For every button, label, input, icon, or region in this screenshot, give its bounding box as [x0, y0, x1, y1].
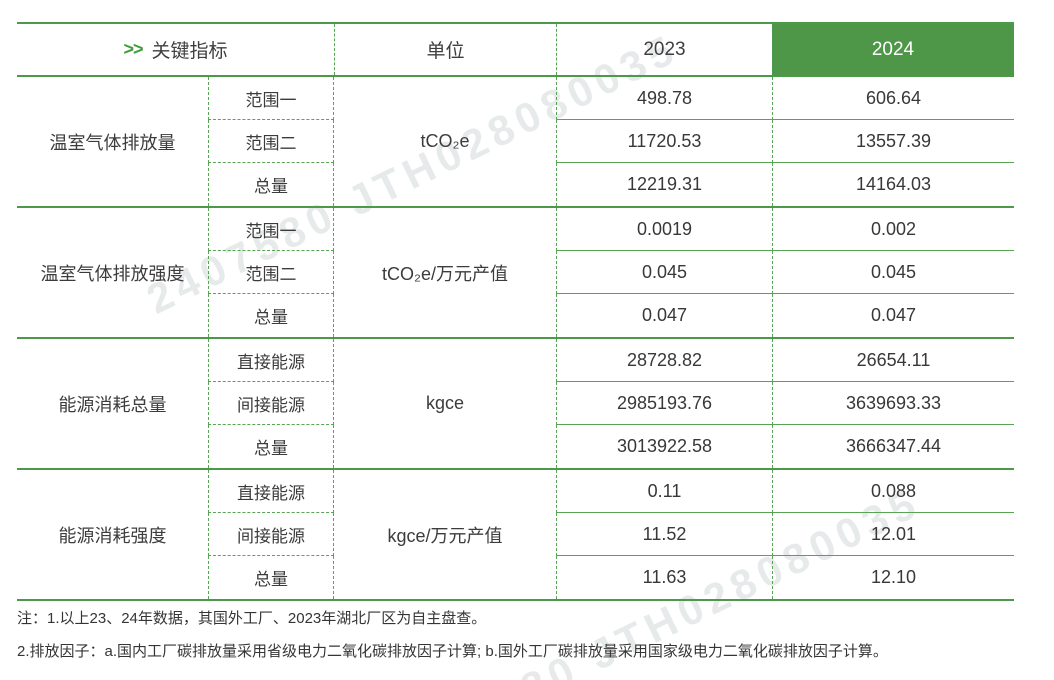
row-label: 范围二	[208, 120, 334, 163]
value-2024: 14164.03	[772, 163, 1014, 206]
value-2024: 0.047	[772, 294, 1014, 337]
footnotes: 注：1.以上23、24年数据，其国外工厂、2023年湖北厂区为自主盘查。 2.排…	[17, 602, 1037, 668]
group-name: 能源消耗强度	[58, 525, 167, 546]
value-2024: 12.01	[772, 513, 1014, 556]
table-header-row: >> 关键指标 单位 2023 2024	[17, 22, 1014, 77]
value-2024: 0.088	[772, 470, 1014, 513]
value-2023: 11720.53	[556, 120, 772, 163]
header-key-indicator: >> 关键指标	[17, 24, 334, 75]
row-label: 直接能源	[208, 339, 334, 382]
unit-cell: tCO₂e	[420, 131, 470, 151]
unit-cell: tCO₂e/万元产值	[382, 263, 508, 284]
header-unit: 单位	[334, 24, 556, 75]
row-label: 范围一	[208, 208, 334, 251]
value-2024: 3666347.44	[772, 425, 1014, 468]
row-label: 总量	[208, 163, 334, 206]
group-name: 温室气体排放量	[49, 132, 176, 153]
value-2023: 0.0019	[556, 208, 772, 251]
footnote-1: 注：1.以上23、24年数据，其国外工厂、2023年湖北厂区为自主盘查。	[17, 610, 487, 627]
header-key-indicator-label: 关键指标	[151, 41, 228, 62]
value-2023: 498.78	[556, 77, 772, 120]
group-energy-intensity: 能源消耗强度 直接能源 间接能源 总量 kgce/万元产值 0.11 0.088…	[17, 470, 1014, 601]
row-label: 总量	[208, 294, 334, 337]
header-year-2024: 2024	[772, 24, 1014, 75]
group-ghg-intensity: 温室气体排放强度 范围一 范围二 总量 tCO₂e/万元产值 0.0019 0.…	[17, 208, 1014, 339]
value-2023: 0.11	[556, 470, 772, 513]
value-2024: 26654.11	[772, 339, 1014, 382]
value-2024: 606.64	[772, 77, 1014, 120]
unit-cell: kgce	[425, 393, 465, 413]
value-2023: 3013922.58	[556, 425, 772, 468]
group-name: 能源消耗总量	[58, 394, 167, 415]
value-2024: 3639693.33	[772, 382, 1014, 425]
value-2023: 28728.82	[556, 339, 772, 382]
row-label: 范围一	[208, 77, 334, 120]
row-label: 间接能源	[208, 382, 334, 425]
value-2023: 11.52	[556, 513, 772, 556]
row-label: 总量	[208, 556, 334, 599]
row-label: 间接能源	[208, 513, 334, 556]
group-name: 温室气体排放强度	[40, 263, 185, 284]
value-2024: 13557.39	[772, 120, 1014, 163]
row-label: 范围二	[208, 251, 334, 294]
header-year-2023: 2023	[556, 24, 772, 75]
double-chevron-icon: >>	[123, 39, 143, 59]
group-energy-total: 能源消耗总量 直接能源 间接能源 总量 kgce 28728.82 26654.…	[17, 339, 1014, 470]
group-ghg-emissions: 温室气体排放量 范围一 范围二 总量 tCO₂e 498.78 606.64 1…	[17, 77, 1014, 208]
value-2023: 2985193.76	[556, 382, 772, 425]
value-2023: 12219.31	[556, 163, 772, 206]
value-2024: 12.10	[772, 556, 1014, 599]
value-2023: 11.63	[556, 556, 772, 599]
value-2024: 0.045	[772, 251, 1014, 294]
unit-cell: kgce/万元产值	[387, 525, 503, 546]
row-label: 总量	[208, 425, 334, 468]
footnote-2: 2.排放因子：a.国内工厂碳排放量采用省级电力二氧化碳排放因子计算; b.国外工…	[17, 643, 888, 660]
row-label: 直接能源	[208, 470, 334, 513]
key-indicators-table: >> 关键指标 单位 2023 2024 温室气体排放量 范围一 范围二 总量 …	[17, 22, 1014, 601]
value-2024: 0.002	[772, 208, 1014, 251]
value-2023: 0.045	[556, 251, 772, 294]
value-2023: 0.047	[556, 294, 772, 337]
